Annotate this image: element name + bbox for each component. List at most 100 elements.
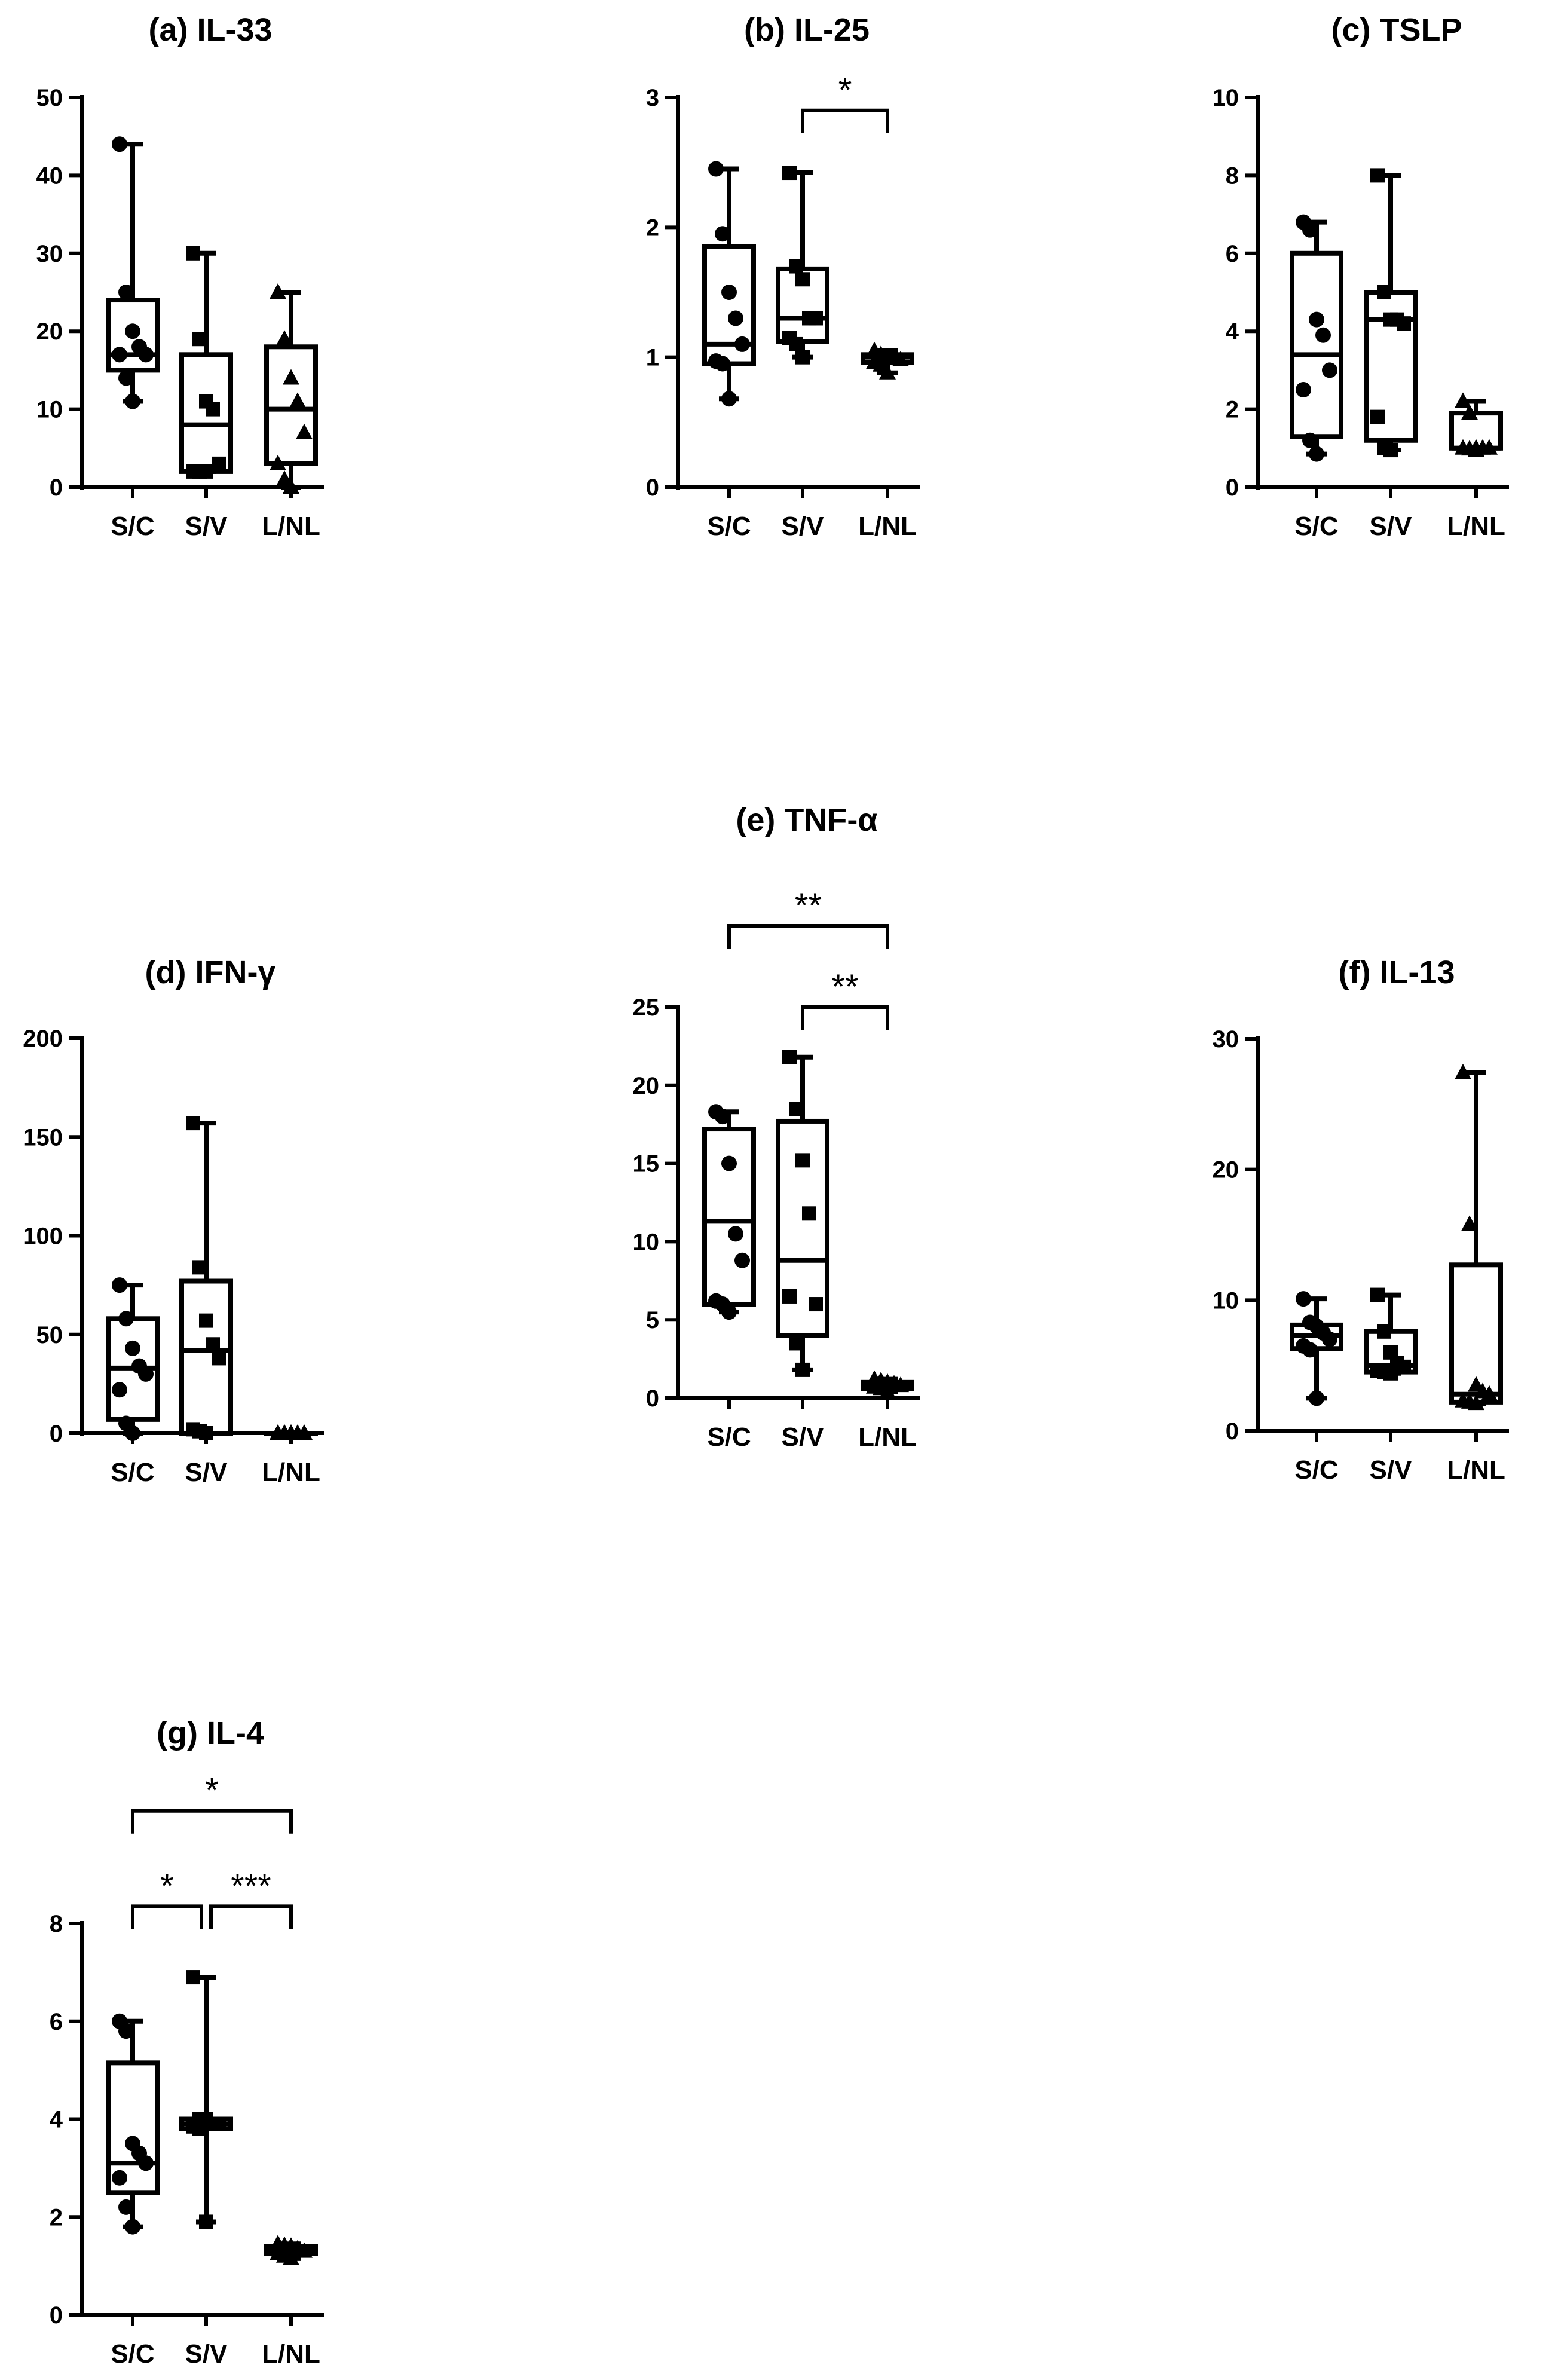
bracket-line <box>131 1904 203 1929</box>
y-tick-label: 10 <box>633 1229 660 1255</box>
data-point <box>721 285 737 300</box>
y-tick-label: 8 <box>1226 163 1239 189</box>
significance-label: * <box>160 1867 174 1905</box>
data-point <box>112 1277 127 1293</box>
y-tick-label: 10 <box>36 397 63 423</box>
data-point <box>879 1382 896 1399</box>
data-point <box>283 1424 299 1440</box>
x-tick-label: S/V <box>185 2339 228 2369</box>
panel-title: (f) IL-13 <box>1339 955 1455 990</box>
panel-e: (e) TNF-α 0 5 10 15 20 25 S/C S/V L/NL ** ** <box>633 802 920 1452</box>
data-point <box>1309 1390 1324 1406</box>
x-tick-label: L/NL <box>858 512 917 541</box>
bracket-line <box>727 923 889 949</box>
data-point <box>789 259 803 274</box>
y-tick-label: 50 <box>36 85 63 111</box>
significance-label: ** <box>795 886 822 925</box>
data-point <box>192 1260 207 1275</box>
panel-title: (a) IL-33 <box>148 12 272 48</box>
data-point <box>789 1102 803 1116</box>
box-group-s-v <box>179 246 233 479</box>
data-point <box>1296 382 1311 397</box>
y-tick-label: 10 <box>1213 85 1239 111</box>
y-tick-label: 6 <box>1226 241 1239 267</box>
data-point <box>782 1289 797 1304</box>
y-tick-label: 150 <box>23 1124 63 1151</box>
data-point <box>296 423 313 439</box>
data-point <box>125 393 140 409</box>
data-point <box>138 1366 154 1382</box>
data-point <box>721 1155 737 1171</box>
significance-bracket: ** <box>727 886 889 949</box>
x-tick-label: S/C <box>1294 512 1338 541</box>
data-point <box>1468 441 1484 457</box>
y-tick-label: 2 <box>50 2204 63 2231</box>
data-point <box>734 336 750 352</box>
bracket-line <box>131 1809 293 1834</box>
x-tick-label: S/V <box>782 512 825 541</box>
significance-label: *** <box>231 1867 271 1905</box>
y-tick-label: 25 <box>633 995 660 1021</box>
data-point <box>199 464 213 479</box>
data-point <box>1468 1394 1484 1411</box>
y-tick-label: 40 <box>36 163 63 189</box>
box-group-l-nl <box>264 1424 318 1440</box>
data-point <box>212 456 226 471</box>
data-point <box>1322 362 1337 378</box>
data-point <box>192 332 207 347</box>
data-point <box>782 1050 797 1064</box>
data-point <box>125 1425 140 1441</box>
data-point <box>118 2023 134 2039</box>
x-tick-label: L/NL <box>262 2339 320 2369</box>
panel-title: (e) TNF-α <box>736 802 877 838</box>
data-point <box>289 392 306 408</box>
box-group-s-v <box>776 166 829 365</box>
x-tick-label: S/V <box>185 1458 228 1487</box>
data-point <box>1370 1287 1385 1302</box>
y-tick-label: 200 <box>23 1026 63 1052</box>
box-group-s-c <box>1290 214 1343 462</box>
data-point <box>809 1297 823 1312</box>
data-point <box>795 1362 810 1377</box>
data-point <box>118 285 134 300</box>
y-tick-label: 2 <box>646 215 659 241</box>
bracket-line <box>801 1005 889 1030</box>
data-point <box>1370 168 1385 183</box>
panel-f: (f) IL-13 0 10 20 30 S/C S/V L/NL <box>1213 955 1509 1485</box>
bracket-line <box>801 108 889 133</box>
data-point <box>892 1376 909 1393</box>
x-tick-label: S/C <box>111 1458 154 1487</box>
box-group-l-nl <box>1449 392 1503 457</box>
box-group-l-nl <box>1449 1063 1503 1411</box>
y-tick-label: 4 <box>1226 319 1239 345</box>
data-point <box>199 1313 213 1328</box>
y-tick-label: 0 <box>1226 475 1239 501</box>
data-point <box>1481 1385 1498 1401</box>
data-point <box>112 136 127 152</box>
data-point <box>138 347 154 363</box>
y-tick-label: 0 <box>50 475 63 501</box>
y-tick-label: 2 <box>1226 397 1239 423</box>
data-point <box>1481 439 1498 455</box>
data-point <box>715 356 730 372</box>
data-point <box>1377 285 1391 299</box>
box-group-l-nl <box>861 341 914 380</box>
data-point <box>112 1382 127 1398</box>
panel-b: (b) IL-25 0 1 2 3 S/C S/V L/NL * <box>646 12 920 541</box>
panel-a: (a) IL-33 0 10 20 30 40 50 S/C S/V L/NL <box>36 12 324 541</box>
box-group-l-nl <box>264 2235 318 2265</box>
x-tick-label: S/C <box>707 512 751 541</box>
data-point <box>206 402 220 417</box>
box-group-l-nl <box>264 283 318 494</box>
data-point <box>192 2121 207 2136</box>
box-group-s-c <box>106 136 160 409</box>
box-group-s-v <box>1364 1287 1418 1381</box>
data-point <box>270 454 286 470</box>
y-tick-label: 30 <box>36 241 63 267</box>
x-tick-label: S/C <box>111 512 154 541</box>
y-tick-label: 8 <box>50 1911 63 1937</box>
x-tick-label: S/V <box>185 512 228 541</box>
data-point <box>1455 1063 1471 1079</box>
data-point <box>283 2249 299 2265</box>
data-point <box>112 2170 127 2186</box>
